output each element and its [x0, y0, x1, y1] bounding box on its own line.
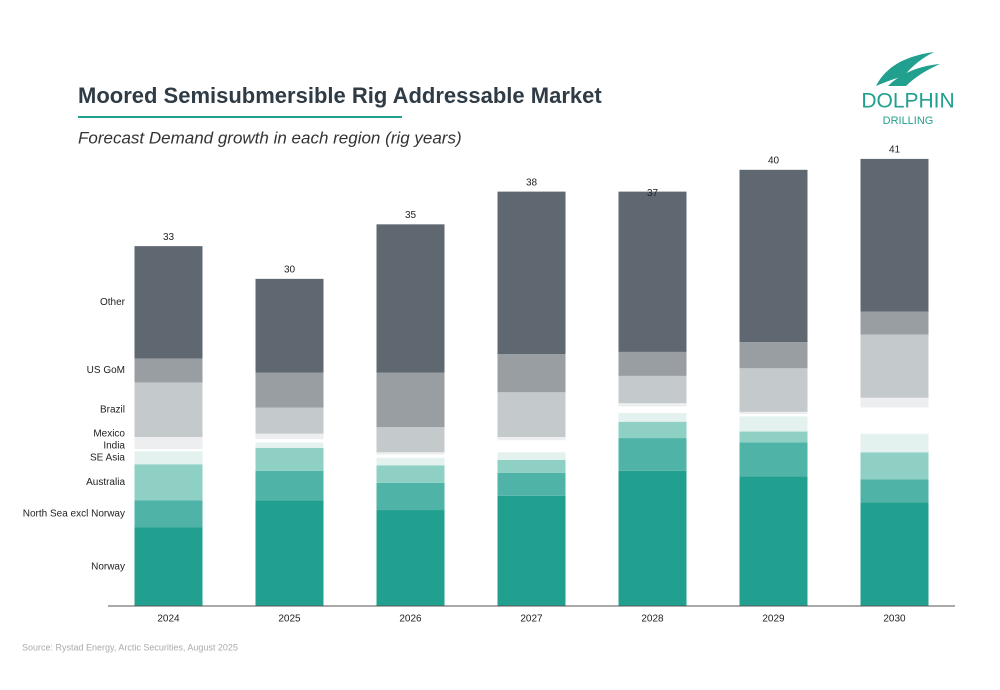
bar-segment: [497, 436, 566, 441]
bar-segment: [255, 500, 324, 606]
bar-segment: [860, 334, 929, 398]
chart-subtitle: Forecast Demand growth in each region (r…: [78, 128, 462, 147]
bar-segment: [134, 382, 203, 437]
bar-segment: [255, 433, 324, 440]
bar-segment: [739, 368, 808, 412]
bar-segment: [618, 191, 687, 352]
x-tick-label: 2029: [762, 614, 785, 625]
bar-segment: [739, 476, 808, 606]
bar-segment: [376, 465, 445, 483]
legend-label: SE Asia: [90, 452, 125, 463]
bar-segment: [618, 351, 687, 376]
bar-segment: [860, 433, 929, 453]
logo-icon: [876, 52, 934, 86]
legend-label: North Sea excl Norway: [23, 508, 125, 519]
logo-name: DOLPHIN: [861, 90, 954, 113]
x-tick-label: 2028: [641, 614, 664, 625]
bar-segment: [618, 470, 687, 606]
chart-title: Moored Semisubmersible Rig Addressable M…: [78, 83, 602, 108]
x-tick-label: 2026: [399, 614, 422, 625]
logo: DOLPHIN DRILLING: [861, 52, 955, 127]
bar-segment: [860, 452, 929, 480]
bar-segment: [739, 169, 808, 343]
total-label: 38: [526, 177, 538, 188]
bar-segment: [134, 451, 203, 465]
bar-segment: [497, 354, 566, 393]
legend-label: Norway: [91, 561, 125, 572]
bar-segment: [376, 427, 445, 453]
total-label: 40: [768, 155, 780, 166]
x-tick-label: 2030: [883, 614, 906, 625]
logo-sub: DRILLING: [883, 115, 934, 127]
bar-segment: [134, 436, 203, 449]
bar-segment: [739, 442, 808, 477]
legend-label: Other: [100, 297, 126, 308]
bar-segment: [134, 448, 203, 452]
bar-segment: [376, 482, 445, 511]
bar-segment: [860, 479, 929, 503]
bar-segment: [255, 442, 324, 448]
bar-segment: [497, 472, 566, 496]
bar-segment: [739, 411, 808, 415]
bar-segment: [497, 495, 566, 606]
bar-segment: [134, 527, 203, 606]
bar-segment: [376, 454, 445, 458]
bar-segment: [497, 452, 566, 460]
total-label: 33: [163, 232, 175, 243]
bar-segment: [860, 311, 929, 335]
bar-segment: [618, 421, 687, 439]
bar-segment: [860, 502, 929, 606]
bar-segment: [376, 457, 445, 466]
bar-segment: [860, 407, 929, 434]
bar-segment: [497, 392, 566, 437]
bar-segment: [376, 224, 445, 373]
x-tick-label: 2025: [278, 614, 301, 625]
bar-segment: [134, 500, 203, 528]
bar-segment: [497, 191, 566, 355]
bar-segment: [618, 403, 687, 407]
total-label: 37: [647, 188, 659, 199]
bar-segment: [739, 414, 808, 417]
x-tick-label: 2027: [520, 614, 543, 625]
total-label: 41: [889, 145, 901, 156]
total-label: 35: [405, 210, 417, 221]
legend-label: US GoM: [87, 365, 125, 376]
bar-segment: [618, 375, 687, 404]
legend-label: Australia: [86, 477, 125, 488]
bar-segment: [497, 459, 566, 473]
bar-segment: [255, 278, 324, 373]
bar-segment: [618, 406, 687, 413]
bar-segment: [618, 412, 687, 422]
legend-label: India: [103, 440, 125, 451]
bar-segment: [860, 397, 929, 408]
bar-segment: [134, 246, 203, 359]
legend-label: Brazil: [100, 404, 125, 415]
bar-segment: [376, 510, 445, 606]
bar-segment: [739, 416, 808, 432]
bar-segment: [255, 407, 324, 434]
logo-icon: [888, 64, 940, 86]
bar-segment: [860, 158, 929, 312]
x-tick-label: 2024: [157, 614, 180, 625]
total-label: 30: [284, 264, 296, 275]
bar-segment: [739, 342, 808, 369]
bar-segment: [497, 440, 566, 453]
bar-segment: [255, 439, 324, 443]
bar-segment: [376, 372, 445, 428]
bar-segment: [255, 470, 324, 501]
bar-segment: [618, 438, 687, 471]
bar-segment: [255, 447, 324, 471]
legend-label: Mexico: [93, 428, 125, 439]
bar-segment: [376, 452, 445, 455]
bar-segment: [134, 464, 203, 501]
bar-segment: [739, 431, 808, 443]
source-note: Source: Rystad Energy, Arctic Securities…: [22, 642, 238, 652]
bar-segment: [255, 372, 324, 408]
bar-segment: [134, 358, 203, 383]
